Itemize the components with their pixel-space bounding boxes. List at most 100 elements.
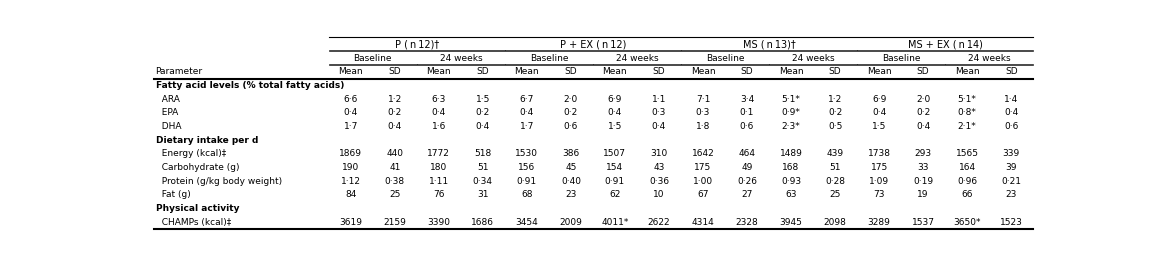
Text: 0·93: 0·93 (780, 177, 801, 186)
Text: 0·2: 0·2 (828, 108, 842, 117)
Text: 1·4: 1·4 (1004, 95, 1018, 103)
Text: 1523: 1523 (999, 218, 1023, 227)
Text: 386: 386 (563, 149, 579, 158)
Text: 51: 51 (477, 163, 489, 172)
Text: 1·5: 1·5 (608, 122, 622, 131)
Text: 73: 73 (873, 190, 885, 199)
Text: P ( n 12)†: P ( n 12)† (395, 39, 439, 49)
Text: 0·3: 0·3 (696, 108, 710, 117)
Text: 63: 63 (785, 190, 797, 199)
Text: 0·6: 0·6 (740, 122, 754, 131)
Text: 2·0: 2·0 (564, 95, 578, 103)
Text: 39: 39 (1005, 163, 1017, 172)
Text: Baseline: Baseline (353, 53, 393, 63)
Text: 1537: 1537 (911, 218, 935, 227)
Text: 5·1*: 5·1* (782, 95, 800, 103)
Text: 0·40: 0·40 (560, 177, 581, 186)
Text: 1869: 1869 (339, 149, 362, 158)
Text: SD: SD (829, 67, 842, 76)
Text: 156: 156 (519, 163, 535, 172)
Text: 1507: 1507 (603, 149, 626, 158)
Text: 25: 25 (389, 190, 401, 199)
Text: 66: 66 (961, 190, 973, 199)
Text: 2·1*: 2·1* (958, 122, 976, 131)
Text: 0·91: 0·91 (604, 177, 625, 186)
Text: Mean: Mean (690, 67, 716, 76)
Text: 1·5: 1·5 (476, 95, 490, 103)
Text: 154: 154 (607, 163, 623, 172)
Text: 439: 439 (827, 149, 844, 158)
Text: Dietary intake per d: Dietary intake per d (155, 136, 258, 145)
Text: 175: 175 (695, 163, 712, 172)
Text: 51: 51 (829, 163, 841, 172)
Text: 164: 164 (959, 163, 976, 172)
Text: 24 weeks: 24 weeks (792, 53, 835, 63)
Text: 5·1*: 5·1* (958, 95, 976, 103)
Text: Energy (kcal)‡: Energy (kcal)‡ (155, 149, 226, 158)
Text: P + EX ( n 12): P + EX ( n 12) (559, 39, 626, 49)
Text: MS ( n 13)†: MS ( n 13)† (742, 39, 796, 49)
Text: SD: SD (653, 67, 666, 76)
Text: 3619: 3619 (339, 218, 362, 227)
Text: Mean: Mean (338, 67, 364, 76)
Text: 1·7: 1·7 (520, 122, 534, 131)
Text: SD: SD (388, 67, 401, 76)
Text: 1642: 1642 (691, 149, 714, 158)
Text: 0·4: 0·4 (432, 108, 446, 117)
Text: EPA: EPA (155, 108, 178, 117)
Text: 168: 168 (783, 163, 800, 172)
Text: 1·2: 1·2 (388, 95, 402, 103)
Text: 0·19: 0·19 (914, 177, 933, 186)
Text: 3454: 3454 (515, 218, 538, 227)
Text: 0·6: 0·6 (564, 122, 578, 131)
Text: 0·26: 0·26 (736, 177, 757, 186)
Text: 1565: 1565 (955, 149, 979, 158)
Text: Mean: Mean (778, 67, 804, 76)
Text: 33: 33 (917, 163, 929, 172)
Text: 0·4: 0·4 (1004, 108, 1018, 117)
Text: Fatty acid levels (% total fatty acids): Fatty acid levels (% total fatty acids) (155, 81, 344, 90)
Text: 1·2: 1·2 (828, 95, 842, 103)
Text: Mean: Mean (867, 67, 892, 76)
Text: 84: 84 (345, 190, 357, 199)
Text: 1·7: 1·7 (344, 122, 358, 131)
Text: 0·4: 0·4 (520, 108, 534, 117)
Text: 293: 293 (915, 149, 932, 158)
Text: 24 weeks: 24 weeks (616, 53, 658, 63)
Text: MS + EX ( n 14): MS + EX ( n 14) (908, 39, 983, 49)
Text: 67: 67 (697, 190, 709, 199)
Text: 6·3: 6·3 (432, 95, 446, 103)
Text: 6·9: 6·9 (608, 95, 622, 103)
Text: SD: SD (477, 67, 489, 76)
Text: 1·8: 1·8 (696, 122, 710, 131)
Text: 3289: 3289 (867, 218, 891, 227)
Text: Fat (g): Fat (g) (155, 190, 190, 199)
Text: 41: 41 (389, 163, 401, 172)
Text: 175: 175 (871, 163, 888, 172)
Text: Carbohydrate (g): Carbohydrate (g) (155, 163, 239, 172)
Text: 2009: 2009 (559, 218, 582, 227)
Text: 3650*: 3650* (953, 218, 981, 227)
Text: 0·4: 0·4 (872, 108, 886, 117)
Text: 0·3: 0·3 (652, 108, 666, 117)
Text: 4314: 4314 (691, 218, 714, 227)
Text: 68: 68 (521, 190, 533, 199)
Text: 0·2: 0·2 (388, 108, 402, 117)
Text: 2159: 2159 (383, 218, 406, 227)
Text: Mean: Mean (602, 67, 628, 76)
Text: SD: SD (1005, 67, 1018, 76)
Text: 1·00: 1·00 (692, 177, 713, 186)
Text: Mean: Mean (955, 67, 980, 76)
Text: 0·4: 0·4 (652, 122, 666, 131)
Text: SD: SD (917, 67, 930, 76)
Text: 4011*: 4011* (601, 218, 629, 227)
Text: 23: 23 (1005, 190, 1017, 199)
Text: 0·38: 0·38 (384, 177, 405, 186)
Text: 0·1: 0·1 (740, 108, 754, 117)
Text: 0·6: 0·6 (1004, 122, 1018, 131)
Text: 1·11: 1·11 (428, 177, 449, 186)
Text: 43: 43 (653, 163, 665, 172)
Text: 3945: 3945 (779, 218, 802, 227)
Text: ARA: ARA (155, 95, 179, 103)
Text: 339: 339 (1003, 149, 1020, 158)
